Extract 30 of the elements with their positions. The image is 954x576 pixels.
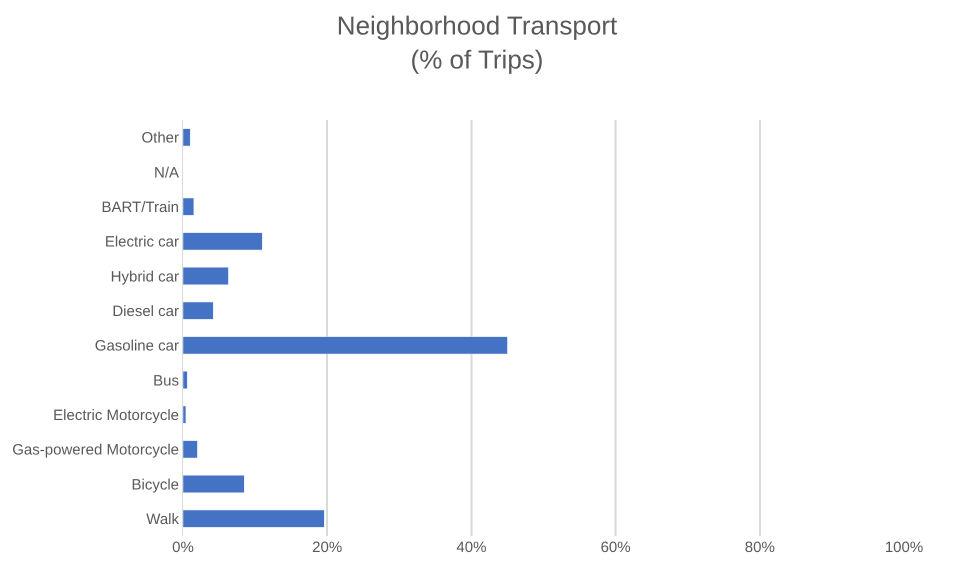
y-tick-label: Gasoline car — [94, 338, 179, 355]
y-tick-label: BART/Train — [101, 198, 179, 216]
x-tick-label: 80% — [744, 539, 775, 556]
bar — [183, 475, 245, 493]
x-tick-label: 40% — [456, 539, 486, 556]
x-tick-label: 20% — [312, 539, 342, 556]
y-tick-label: Walk — [146, 510, 180, 528]
x-tick-label: 0% — [172, 539, 194, 556]
bar — [183, 336, 508, 354]
y-tick-label: Electric Motorcycle — [53, 406, 179, 424]
y-tick-label: Hybrid car — [110, 268, 179, 286]
bar — [183, 232, 263, 250]
y-tick-label: Bus — [153, 372, 179, 390]
bar — [183, 406, 186, 424]
bar — [183, 128, 190, 146]
bar — [183, 371, 188, 389]
y-tick-label: N/A — [154, 164, 179, 182]
y-tick-label: Diesel car — [112, 302, 180, 320]
chart-title: Neighborhood Transport (% of Trips) — [336, 10, 618, 74]
bar — [183, 198, 194, 216]
y-tick-label: Other — [141, 130, 180, 147]
x-tick-label: 60% — [600, 539, 631, 556]
bar — [183, 267, 229, 285]
y-tick-label: Gas-powered Motorcycle — [12, 442, 179, 459]
bar — [183, 440, 198, 458]
y-tick-label: Bicycle — [131, 476, 179, 494]
bar — [183, 510, 325, 528]
y-tick-label: Electric car — [104, 234, 179, 251]
x-tick-label: 100% — [884, 539, 924, 556]
bar — [183, 302, 214, 320]
